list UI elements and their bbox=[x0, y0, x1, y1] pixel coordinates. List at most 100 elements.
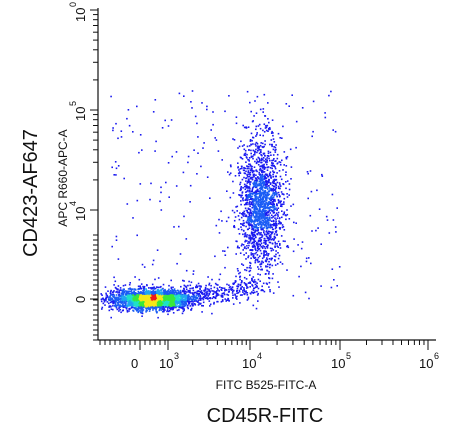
event-dot bbox=[265, 220, 267, 222]
event-dot bbox=[274, 227, 277, 230]
event-dot bbox=[309, 214, 312, 217]
event-dot bbox=[127, 109, 130, 111]
event-dot bbox=[264, 224, 266, 227]
event-dot bbox=[128, 290, 130, 293]
event-dot bbox=[266, 202, 269, 205]
event-dot bbox=[164, 292, 167, 295]
event-dot bbox=[272, 181, 274, 183]
event-dot bbox=[148, 299, 151, 301]
event-dot bbox=[248, 186, 251, 189]
event-dot bbox=[264, 239, 266, 242]
event-dot bbox=[123, 306, 125, 308]
event-dot bbox=[249, 163, 251, 166]
event-dot bbox=[178, 298, 181, 300]
event-dot bbox=[247, 242, 249, 245]
event-dot bbox=[249, 211, 252, 213]
event-dot bbox=[152, 300, 155, 302]
event-dot bbox=[175, 291, 177, 294]
event-dot bbox=[186, 298, 189, 300]
event-dot bbox=[272, 211, 275, 214]
event-dot bbox=[246, 190, 248, 193]
event-dot bbox=[162, 283, 165, 286]
event-dot bbox=[282, 183, 285, 186]
event-dot bbox=[167, 313, 169, 316]
event-dot bbox=[120, 301, 122, 303]
event-dot bbox=[224, 289, 226, 292]
event-dot bbox=[183, 284, 186, 287]
event-dot bbox=[246, 157, 248, 159]
event-dot bbox=[235, 116, 238, 118]
event-dot bbox=[273, 185, 276, 188]
event-dot bbox=[235, 297, 237, 299]
event-dot bbox=[127, 298, 130, 301]
event-dot bbox=[126, 297, 128, 300]
event-dot bbox=[237, 283, 240, 286]
event-dot bbox=[139, 303, 142, 306]
event-dot bbox=[235, 275, 237, 278]
event-dot bbox=[277, 200, 280, 202]
event-dot bbox=[263, 206, 266, 208]
event-dot bbox=[148, 308, 150, 310]
event-dot bbox=[158, 290, 161, 293]
event-dot bbox=[259, 192, 261, 194]
event-dot bbox=[162, 306, 165, 308]
event-dot bbox=[222, 287, 224, 289]
event-dot bbox=[158, 302, 160, 304]
event-dot bbox=[239, 183, 241, 186]
event-dot bbox=[245, 278, 248, 280]
event-dot bbox=[229, 285, 231, 288]
event-dot bbox=[187, 284, 189, 287]
event-dot bbox=[274, 208, 276, 211]
event-dot bbox=[137, 288, 139, 291]
event-dot bbox=[249, 193, 251, 195]
event-dot bbox=[272, 220, 275, 223]
event-dot bbox=[254, 185, 256, 188]
event-dot bbox=[251, 278, 253, 280]
event-dot bbox=[276, 233, 278, 236]
event-dot bbox=[105, 292, 107, 295]
event-dot bbox=[260, 194, 262, 196]
event-dot bbox=[201, 297, 204, 300]
event-dot bbox=[166, 297, 169, 299]
event-dot bbox=[139, 295, 141, 298]
event-dot bbox=[261, 285, 263, 288]
event-dot bbox=[244, 239, 247, 242]
event-dot bbox=[263, 231, 265, 234]
event-dot bbox=[112, 127, 114, 129]
event-dot bbox=[135, 305, 137, 308]
event-dot bbox=[267, 273, 270, 275]
event-dot bbox=[254, 248, 256, 250]
event-dot bbox=[169, 308, 172, 310]
event-dot bbox=[259, 108, 262, 111]
event-dot bbox=[129, 290, 132, 293]
event-dot bbox=[250, 167, 252, 170]
event-dot bbox=[280, 191, 283, 193]
event-dot bbox=[274, 149, 276, 152]
event-dot bbox=[155, 306, 157, 308]
event-dot bbox=[168, 196, 170, 198]
event-dot bbox=[252, 235, 255, 238]
event-dot bbox=[258, 182, 260, 185]
event-dot bbox=[250, 220, 252, 223]
event-dot bbox=[300, 265, 302, 268]
event-dot bbox=[184, 301, 186, 304]
event-dot bbox=[144, 294, 147, 297]
event-dot bbox=[268, 221, 270, 224]
event-dot bbox=[193, 291, 196, 294]
event-dot bbox=[118, 305, 121, 308]
event-dot bbox=[266, 187, 268, 189]
event-dot bbox=[105, 294, 108, 296]
event-dot bbox=[254, 152, 256, 154]
event-dot bbox=[165, 304, 168, 307]
event-dot bbox=[264, 125, 267, 127]
event-dot bbox=[191, 90, 194, 92]
event-dot bbox=[250, 292, 252, 295]
event-dot bbox=[200, 297, 202, 300]
event-dot bbox=[117, 302, 119, 305]
event-dot bbox=[203, 142, 205, 144]
event-dot bbox=[271, 159, 273, 162]
event-dot bbox=[266, 219, 269, 222]
event-dot bbox=[196, 292, 198, 294]
event-dot bbox=[273, 182, 276, 184]
event-dot bbox=[268, 238, 271, 241]
